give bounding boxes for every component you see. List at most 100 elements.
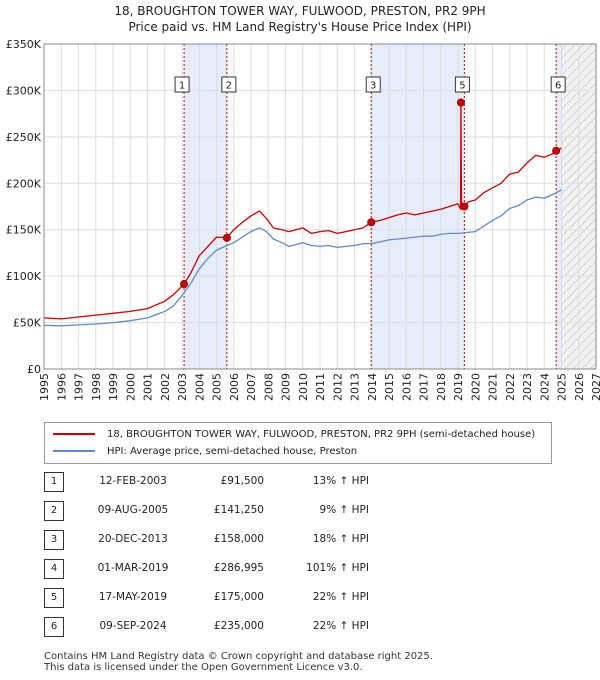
- marker-badge-3: 3: [365, 76, 381, 93]
- transaction-row: 4 01-MAR-2019 £286,995 101% ↑ HPI: [44, 559, 564, 579]
- x-tick-label: 1999: [107, 373, 120, 401]
- marker-badge-5: 5: [454, 76, 470, 93]
- y-tick-label: £350K: [6, 38, 42, 51]
- legend-swatch-hpi: [53, 450, 95, 452]
- y-tick-label: £300K: [6, 84, 42, 97]
- y-tick-label: £250K: [6, 131, 42, 144]
- marker-badge-label-2: 2: [226, 81, 232, 92]
- transaction-badge: 2: [44, 501, 64, 521]
- transaction-date: 09-AUG-2005: [97, 504, 169, 516]
- y-tick-label: £200K: [6, 177, 42, 190]
- transaction-hpi-change: 22% ↑ HPI: [312, 620, 369, 632]
- legend-item-hpi: HPI: Average price, semi-detached house,…: [53, 444, 357, 460]
- x-tick-label: 2001: [142, 373, 155, 401]
- x-tick-label: 2016: [400, 373, 413, 401]
- legend-label-hpi: HPI: Average price, semi-detached house,…: [107, 446, 358, 457]
- transaction-date: 12-FEB-2003: [99, 475, 167, 487]
- marker-badge-label-3: 3: [370, 81, 376, 92]
- transaction-price: £235,000: [213, 620, 264, 632]
- x-tick-label: 2019: [452, 373, 465, 401]
- x-tick-label: 2022: [504, 373, 517, 401]
- transaction-hpi-change: 13% ↑ HPI: [312, 475, 369, 487]
- y-tick-label: £100K: [6, 270, 42, 283]
- marker-badge-box-5: [454, 76, 470, 93]
- transaction-badge: 4: [44, 559, 64, 579]
- transaction-point-3: [367, 218, 376, 227]
- x-tick-label: 1997: [73, 373, 86, 401]
- transaction-price: £141,250: [213, 504, 264, 516]
- x-tick-label: 2013: [349, 373, 362, 401]
- series-line-property: [43, 101, 562, 320]
- transaction-row: 2 09-AUG-2005 £141,250 9% ↑ HPI: [44, 501, 564, 521]
- x-tick-label: 2011: [314, 373, 327, 401]
- marker-badge-label-6: 6: [555, 81, 561, 92]
- x-tick-label: 2020: [469, 373, 482, 401]
- marker-badge-1: 1: [174, 76, 190, 93]
- transaction-hpi-change: 9% ↑ HPI: [319, 504, 369, 516]
- x-tick-label: 2012: [331, 373, 344, 401]
- x-tick-label: 2008: [262, 373, 275, 401]
- x-tick-label: 1998: [90, 373, 103, 401]
- transaction-point-6: [552, 146, 561, 155]
- x-tick-label: 2004: [193, 373, 206, 401]
- transaction-row: 6 09-SEP-2024 £235,000 22% ↑ HPI: [44, 617, 564, 637]
- transaction-price: £158,000: [213, 533, 264, 545]
- footer-copyright: Contains HM Land Registry data © Crown c…: [44, 651, 433, 662]
- transaction-date: 17-MAY-2019: [98, 591, 168, 603]
- x-tick-label: 2003: [176, 373, 189, 401]
- transaction-price: £91,500: [220, 475, 264, 487]
- transaction-badge: 5: [44, 588, 64, 608]
- x-tick-label: 2005: [211, 373, 224, 401]
- transaction-hpi-change: 18% ↑ HPI: [312, 533, 369, 545]
- legend-item-property: 18, BROUGHTON TOWER WAY, FULWOOD, PRESTO…: [53, 427, 535, 443]
- x-tick-label: 2026: [573, 373, 586, 401]
- x-tick-label: 1996: [55, 373, 68, 401]
- transaction-hpi-change: 22% ↑ HPI: [312, 591, 369, 603]
- x-tick-label: 2007: [245, 373, 258, 401]
- transaction-price: £286,995: [213, 562, 264, 574]
- marker-badge-2: 2: [221, 76, 237, 93]
- transaction-date: 09-SEP-2024: [99, 620, 167, 632]
- x-tick-label: 2018: [435, 373, 448, 401]
- footer-license: This data is licensed under the Open Gov…: [44, 662, 363, 673]
- y-tick-label: £0: [27, 363, 41, 376]
- x-tick-label: 1995: [38, 373, 51, 401]
- y-tick-label: £150K: [6, 224, 42, 237]
- transaction-row: 5 17-MAY-2019 £175,000 22% ↑ HPI: [44, 588, 564, 608]
- marker-badge-box-1: [174, 76, 190, 93]
- shaded-period-0: [184, 44, 227, 369]
- transaction-date: 20-DEC-2013: [98, 533, 168, 545]
- x-tick-label: 2015: [383, 373, 396, 401]
- plot-border: [43, 43, 597, 370]
- x-tick-label: 2021: [487, 373, 500, 401]
- series-line-hpi: [43, 189, 562, 327]
- x-tick-label: 2025: [556, 373, 569, 401]
- marker-badge-6: 6: [550, 76, 566, 93]
- x-tick-label: 2027: [590, 373, 600, 401]
- transaction-date: 01-MAR-2019: [97, 562, 169, 574]
- price-chart: 1 2 3 5 6 £0 £50K £100K £150K £200K £250K £300K £350…: [6, 38, 600, 401]
- x-tick-label: 2009: [280, 373, 293, 401]
- x-tick-label: 2000: [124, 373, 137, 401]
- x-tick-label: 2014: [366, 373, 379, 401]
- transaction-badge: 3: [44, 530, 64, 550]
- marker-badge-box-3: [365, 76, 381, 93]
- transaction-point-2: [222, 233, 231, 242]
- x-tick-label: 2024: [538, 373, 551, 401]
- shaded-period-2: [556, 44, 562, 369]
- transaction-point-5: [460, 202, 469, 211]
- transaction-row: 1 12-FEB-2003 £91,500 13% ↑ HPI: [44, 472, 564, 492]
- transaction-row: 3 20-DEC-2013 £158,000 18% ↑ HPI: [44, 530, 564, 550]
- y-tick-label: £50K: [13, 317, 42, 330]
- transaction-badge: 6: [44, 617, 64, 637]
- marker-badge-box-2: [221, 76, 237, 93]
- legend-label-property: 18, BROUGHTON TOWER WAY, FULWOOD, PRESTO…: [107, 429, 536, 440]
- marker-badge-label-5: 5: [459, 81, 465, 92]
- chart-title: 18, BROUGHTON TOWER WAY, FULWOOD, PRESTO…: [114, 4, 486, 18]
- chart-legend: 18, BROUGHTON TOWER WAY, FULWOOD, PRESTO…: [44, 422, 552, 464]
- marker-badge-label-1: 1: [179, 81, 185, 92]
- transaction-badge: 1: [44, 472, 64, 492]
- marker-badge-box-6: [550, 76, 566, 93]
- x-tick-label: 2023: [521, 373, 534, 401]
- chart-subtitle: Price paid vs. HM Land Registry's House …: [128, 20, 472, 34]
